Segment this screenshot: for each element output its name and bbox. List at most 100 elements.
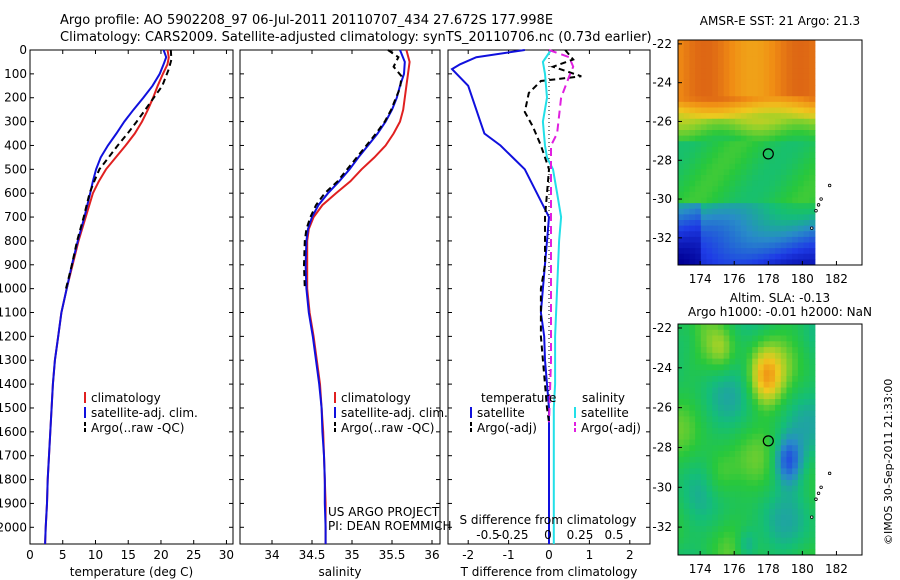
xtick-label: 30 — [219, 548, 234, 562]
map-cell — [740, 214, 747, 221]
map-cell — [780, 45, 787, 52]
map-cell — [746, 416, 753, 423]
map-cell — [706, 73, 713, 80]
map-cell — [803, 335, 810, 342]
map-cell — [780, 370, 787, 377]
map-cell — [740, 537, 747, 544]
map-cell — [683, 381, 690, 388]
map-cell — [740, 40, 747, 47]
map-cell — [809, 248, 816, 255]
map-cell — [746, 468, 753, 475]
map-cell — [700, 491, 707, 498]
map-cell — [780, 101, 787, 108]
map-cell — [775, 62, 782, 69]
map-cell — [757, 491, 765, 498]
map-cell — [706, 68, 713, 75]
map-cell — [797, 508, 804, 515]
map-cell — [717, 96, 725, 103]
map-cell — [786, 101, 793, 108]
map-cell — [763, 40, 770, 47]
map-cell — [746, 324, 753, 331]
map-cell — [763, 152, 770, 159]
map-cell — [723, 503, 730, 510]
map-cell — [735, 526, 742, 533]
map-cell — [780, 248, 787, 255]
map-cell — [678, 352, 685, 360]
map-cell — [797, 124, 804, 131]
map-cell — [769, 375, 776, 383]
map-cell — [717, 485, 725, 492]
map-cell — [717, 197, 725, 204]
map-cell — [735, 370, 742, 377]
map-cell — [723, 324, 730, 331]
map-cell — [797, 85, 804, 92]
map-cell — [729, 56, 736, 63]
map-cell — [695, 497, 702, 504]
map-cell — [769, 341, 776, 348]
map-cell — [740, 141, 747, 148]
map-cell — [752, 399, 759, 406]
map-cell — [678, 51, 685, 58]
map-cell — [769, 163, 776, 170]
map-cell — [746, 130, 753, 137]
map-cell — [735, 79, 742, 86]
map-cell — [740, 220, 747, 227]
map-cell — [763, 324, 770, 331]
map-cell — [712, 526, 719, 533]
map-cell — [746, 497, 753, 504]
map-cell — [775, 526, 782, 533]
map-cell — [729, 124, 736, 131]
map-cell — [689, 462, 696, 469]
map-cell — [723, 79, 730, 86]
map-cell — [769, 491, 776, 498]
map-cell — [717, 422, 725, 429]
map-cell — [780, 68, 787, 75]
map-cell — [689, 68, 696, 75]
map-cell — [775, 191, 782, 198]
map-cell — [780, 537, 787, 544]
map-cell — [769, 451, 776, 458]
map-cell — [700, 387, 707, 394]
map-cell — [775, 410, 782, 417]
map-cell — [700, 456, 707, 464]
map-cell — [792, 40, 799, 47]
map-cell — [809, 220, 816, 227]
map-cell — [678, 479, 685, 487]
map-cell — [729, 508, 736, 515]
map-cell — [678, 462, 685, 469]
map-cell — [792, 497, 799, 504]
map-cell — [752, 124, 759, 131]
map-cell — [763, 169, 770, 176]
map-cell — [809, 259, 816, 266]
map-cell — [689, 180, 696, 187]
map-cell — [809, 135, 816, 142]
map-cell — [700, 56, 707, 63]
map-cell — [695, 387, 702, 394]
map-cell — [740, 208, 747, 215]
map-cell — [689, 118, 696, 125]
map-cell — [689, 197, 696, 204]
map-cell — [809, 163, 816, 170]
map-cell — [735, 225, 742, 232]
map-cell — [706, 370, 713, 377]
map-cell — [752, 543, 759, 550]
map-cell — [792, 393, 799, 400]
map-cell — [757, 113, 765, 120]
map-cell — [712, 90, 719, 97]
map-cell — [712, 474, 719, 481]
map-cell — [775, 68, 782, 75]
map-cell — [769, 549, 776, 556]
map-cell — [717, 101, 725, 108]
map-cell — [717, 497, 725, 504]
map-cell — [775, 537, 782, 544]
map-cell — [763, 503, 770, 510]
map-cell — [729, 90, 736, 97]
map-cell — [775, 214, 782, 221]
map-cell — [803, 191, 810, 198]
map-cell — [735, 73, 742, 80]
map-cell — [689, 56, 696, 63]
ytick-label: 300 — [4, 115, 27, 129]
map-cell — [735, 468, 742, 475]
map-xtick-label: 176 — [723, 562, 746, 576]
map-cell — [752, 526, 759, 533]
